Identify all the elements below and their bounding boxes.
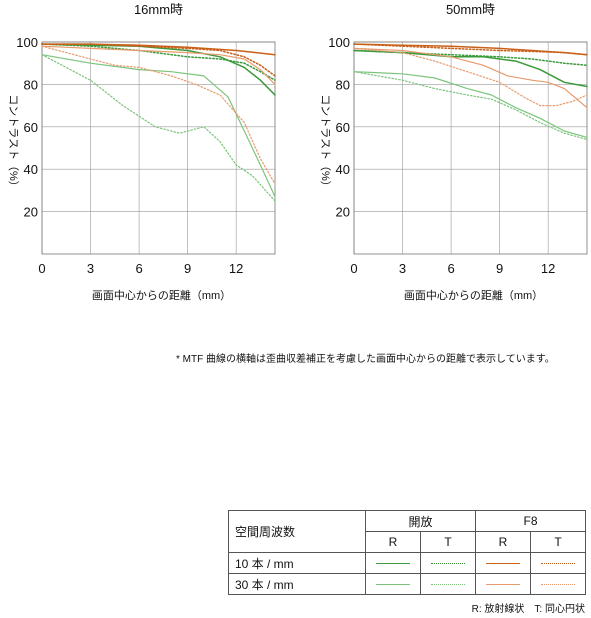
footnote: R: 放射線状 T: 同心円状 [471,604,585,615]
series-line-f8-30-T [353,47,588,107]
legend-table: 空間周波数 開放 F8 R T R T 10 本 / mm 30 本 / mm [228,510,586,595]
y-tick-label: 60 [24,120,38,135]
x-axis-label: 画面中心からの距離（mm） [92,288,231,302]
legend-subhead: R [365,531,421,553]
x-tick-label: 12 [541,261,555,276]
legend-swatch [431,584,465,586]
svg-text:コントラスト（%）: コントラスト（%） [319,94,332,192]
x-tick-label: 3 [87,261,94,276]
x-tick-label: 0 [38,261,45,276]
series-line-open-30-T [353,71,588,141]
legend-swatch [431,563,465,565]
series-line-f8-30-R [41,45,276,85]
y-tick-label: 40 [336,162,350,177]
y-axis-label: コントラスト（%） [7,94,20,192]
mtf-note: * MTF 曲線の横軸は歪曲収差補正を考慮した画面中心からの距離で表示しています… [176,354,555,365]
x-tick-label: 6 [447,261,454,276]
legend-row-30: 30 本 / mm [228,573,586,595]
svg-text:コントラスト（%）: コントラスト（%） [7,94,20,192]
series-line-open-30-R [41,54,276,198]
x-tick-label: 12 [229,261,243,276]
y-tick-label: 80 [24,77,38,92]
legend-row-label: 30 本 / mm [228,573,366,595]
series-line-f8-30-T [41,45,276,185]
legend-group-f8: F8 [475,510,586,532]
legend-row-10: 10 本 / mm [228,552,586,574]
y-tick-label: 80 [336,77,350,92]
y-axis-label: コントラスト（%） [319,94,332,192]
chart-title: 16mm時 [134,2,183,17]
legend-swatch [541,563,575,565]
plot-frame [41,41,276,255]
legend-group-open: 開放 [365,510,476,532]
series-line-open-30-R [353,71,588,138]
series-line-open-10-T [41,43,276,81]
plot-frame [353,41,588,255]
mtf-chart-50mm: 50mm時 0 3 6 9 12 20 40 60 80 100 画面中心からの距離（mm） コントラス… [319,2,588,302]
series-line-open-10-T [353,49,588,67]
chart-title: 50mm時 [446,2,495,17]
series-line-f8-10-T [41,43,276,77]
legend-swatch [376,584,410,586]
x-tick-label: 9 [496,261,503,276]
y-tick-label: 20 [24,205,38,220]
legend-subhead: T [530,531,586,553]
x-tick-label: 0 [350,261,357,276]
y-tick-label: 40 [24,162,38,177]
legend-subhead: R [475,531,531,553]
legend-swatch [541,584,575,586]
series-line-f8-10-T [353,43,588,56]
y-tick-label: 100 [328,35,350,50]
mtf-chart-16mm: 16mm時 0 3 6 9 12 20 40 60 80 100 画面中心からの距離（mm） コントラス… [7,2,276,302]
x-axis-label: 画面中心からの距離（mm） [404,288,543,302]
y-tick-label: 100 [16,35,38,50]
series-line-open-30-T [41,54,276,202]
series-line-f8-30-R [353,47,588,109]
legend-swatch [376,563,410,565]
legend-swatch [486,584,520,586]
y-tick-label: 60 [336,120,350,135]
y-tick-label: 20 [336,205,350,220]
x-tick-label: 9 [184,261,191,276]
legend-rowhead: 空間周波数 [228,510,366,553]
legend-row-label: 10 本 / mm [228,552,366,574]
legend-swatch [486,563,520,565]
x-tick-label: 3 [399,261,406,276]
x-tick-label: 6 [135,261,142,276]
legend-subhead: T [420,531,476,553]
